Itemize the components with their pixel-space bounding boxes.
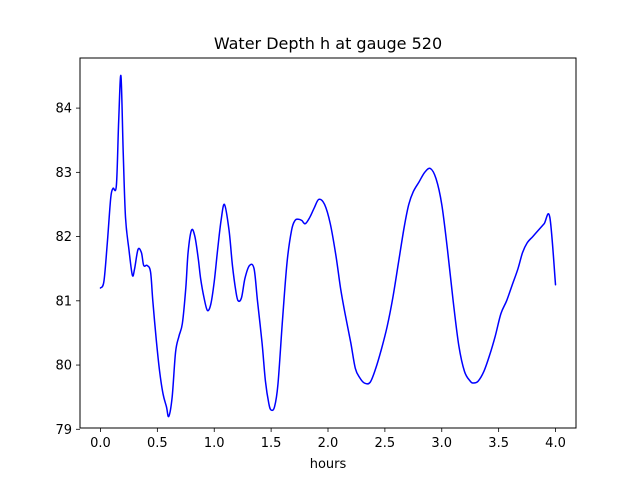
y-tick-label: 83 — [55, 166, 72, 181]
y-tick-label: 84 — [55, 102, 72, 117]
x-tick-label: 1.5 — [261, 436, 282, 451]
y-tick-label: 80 — [55, 359, 72, 374]
x-axis-label: hours — [310, 457, 347, 472]
x-tick-label: 0.5 — [147, 436, 168, 451]
y-tick-label: 79 — [55, 423, 72, 438]
x-tick-label: 0.0 — [90, 436, 111, 451]
x-tick-label: 2.0 — [318, 436, 339, 451]
x-tick-label: 3.0 — [431, 436, 452, 451]
x-tick-label: 4.0 — [545, 436, 566, 451]
y-axis-ticks: 79 80 81 82 83 84 — [55, 102, 80, 438]
plot-area — [99, 74, 557, 418]
x-tick-label: 2.5 — [375, 436, 396, 451]
x-tick-label: 3.5 — [488, 436, 509, 451]
x-axis-ticks: 0.0 0.5 1.0 1.5 2.0 2.5 3.0 3.5 4.0 — [90, 428, 566, 451]
series-line-0 — [99, 74, 557, 418]
x-tick-label: 1.0 — [204, 436, 225, 451]
chart-title: Water Depth h at gauge 520 — [214, 34, 442, 53]
y-tick-label: 81 — [55, 294, 72, 309]
y-tick-label: 82 — [55, 230, 72, 245]
